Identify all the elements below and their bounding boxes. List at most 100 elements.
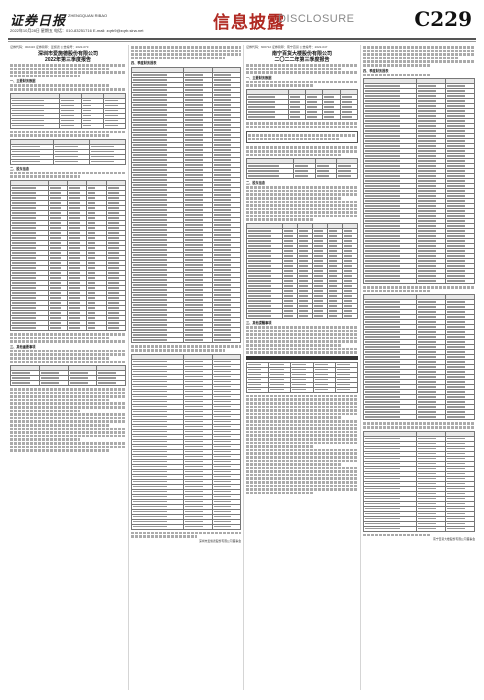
cell-text [365, 331, 400, 333]
cell-text [213, 314, 232, 317]
cell-text [314, 305, 323, 307]
cell-text [295, 165, 309, 167]
cell-text [417, 275, 437, 277]
cell-text [49, 322, 61, 324]
cell-text [417, 321, 437, 323]
cell-text [185, 119, 203, 122]
cell-text [365, 492, 400, 495]
cell-text [88, 237, 95, 239]
cell-text [107, 297, 120, 299]
table-row [246, 386, 358, 393]
cell-text [341, 111, 352, 113]
section-title-english: DISCLOSURE [278, 13, 355, 25]
cell-text [133, 360, 168, 363]
cell-text [365, 170, 400, 172]
cell-text [133, 445, 168, 448]
cell-text [365, 371, 400, 373]
article-header-right: 证券代码：600712 证券简称：南宁百货 公告编号：2022-047 [246, 45, 328, 49]
cell-text [49, 327, 61, 329]
cell-text [365, 220, 400, 222]
text-line [363, 63, 431, 67]
cell-text [284, 230, 293, 232]
text-line [246, 186, 358, 189]
cell-text [417, 255, 437, 257]
cell-text [107, 257, 120, 259]
cell-text [133, 405, 168, 408]
table-cell [246, 173, 295, 180]
text-line [363, 49, 475, 53]
cell-text [446, 155, 466, 157]
text-line [246, 333, 358, 336]
cell-text [213, 455, 232, 458]
cell-text [417, 356, 437, 358]
cell-text [61, 109, 75, 112]
cell-text [314, 235, 323, 237]
cell-text [365, 160, 400, 162]
cell-text [213, 154, 232, 157]
table-cell [314, 173, 337, 180]
text-line [246, 196, 342, 200]
table-row [131, 498, 241, 505]
cell-text [213, 129, 232, 132]
cell-text [365, 411, 400, 413]
cell-text [185, 525, 203, 528]
text-line [246, 193, 358, 196]
cell-text [133, 219, 168, 222]
cell-text [68, 287, 81, 289]
cell-text [365, 396, 400, 398]
cell-text [133, 455, 168, 458]
cell-text [417, 396, 437, 398]
cell-text [133, 304, 168, 307]
cell-text [299, 260, 308, 262]
cell-text [314, 285, 323, 287]
table-cell [38, 380, 69, 387]
cell-text [133, 174, 168, 177]
cell-text [88, 312, 95, 314]
cell-text [417, 200, 437, 202]
cell-text [185, 179, 203, 182]
text-line [10, 134, 109, 137]
cell-text [248, 315, 272, 317]
text-line [10, 406, 126, 409]
cell-text [133, 299, 168, 302]
table-cell [334, 386, 358, 393]
cell-text [344, 280, 353, 282]
text-line [246, 423, 358, 427]
text-line [246, 125, 358, 129]
shareholder-table [10, 179, 126, 331]
cell-text [107, 272, 120, 274]
cell-text [185, 505, 203, 508]
cell-text [12, 327, 37, 329]
cell-text [213, 380, 232, 383]
cell-text [446, 512, 466, 515]
cell-text [133, 134, 168, 137]
cell-text [12, 124, 45, 127]
cell-text [324, 111, 335, 113]
cell-text [344, 290, 353, 292]
masthead-rule-thin [8, 41, 476, 42]
text-line [246, 459, 358, 463]
signature-right: 南宁百货大楼股份有限公司董事会 [433, 537, 475, 542]
cell-text [446, 175, 466, 177]
text-line [246, 146, 358, 149]
cell-text [185, 74, 203, 77]
cell-text [344, 245, 353, 247]
cell-text [213, 415, 232, 418]
table-cell [305, 113, 324, 120]
cell-text [133, 104, 168, 107]
cell-text [316, 165, 330, 167]
balance-sheet-table [363, 78, 475, 285]
table-cell [103, 122, 126, 129]
cell-text [417, 115, 437, 117]
logo-subtitle: ZHENGQUAN RIBAO [68, 13, 108, 18]
text-line [246, 445, 314, 448]
cell-text [446, 416, 466, 418]
cell-text [185, 485, 203, 488]
cell-text [446, 502, 466, 505]
cell-text [12, 155, 41, 158]
table-row [131, 413, 241, 420]
cell-text [213, 204, 232, 207]
cell-text [12, 227, 37, 229]
cell-text [446, 371, 466, 373]
cell-text [446, 130, 466, 132]
